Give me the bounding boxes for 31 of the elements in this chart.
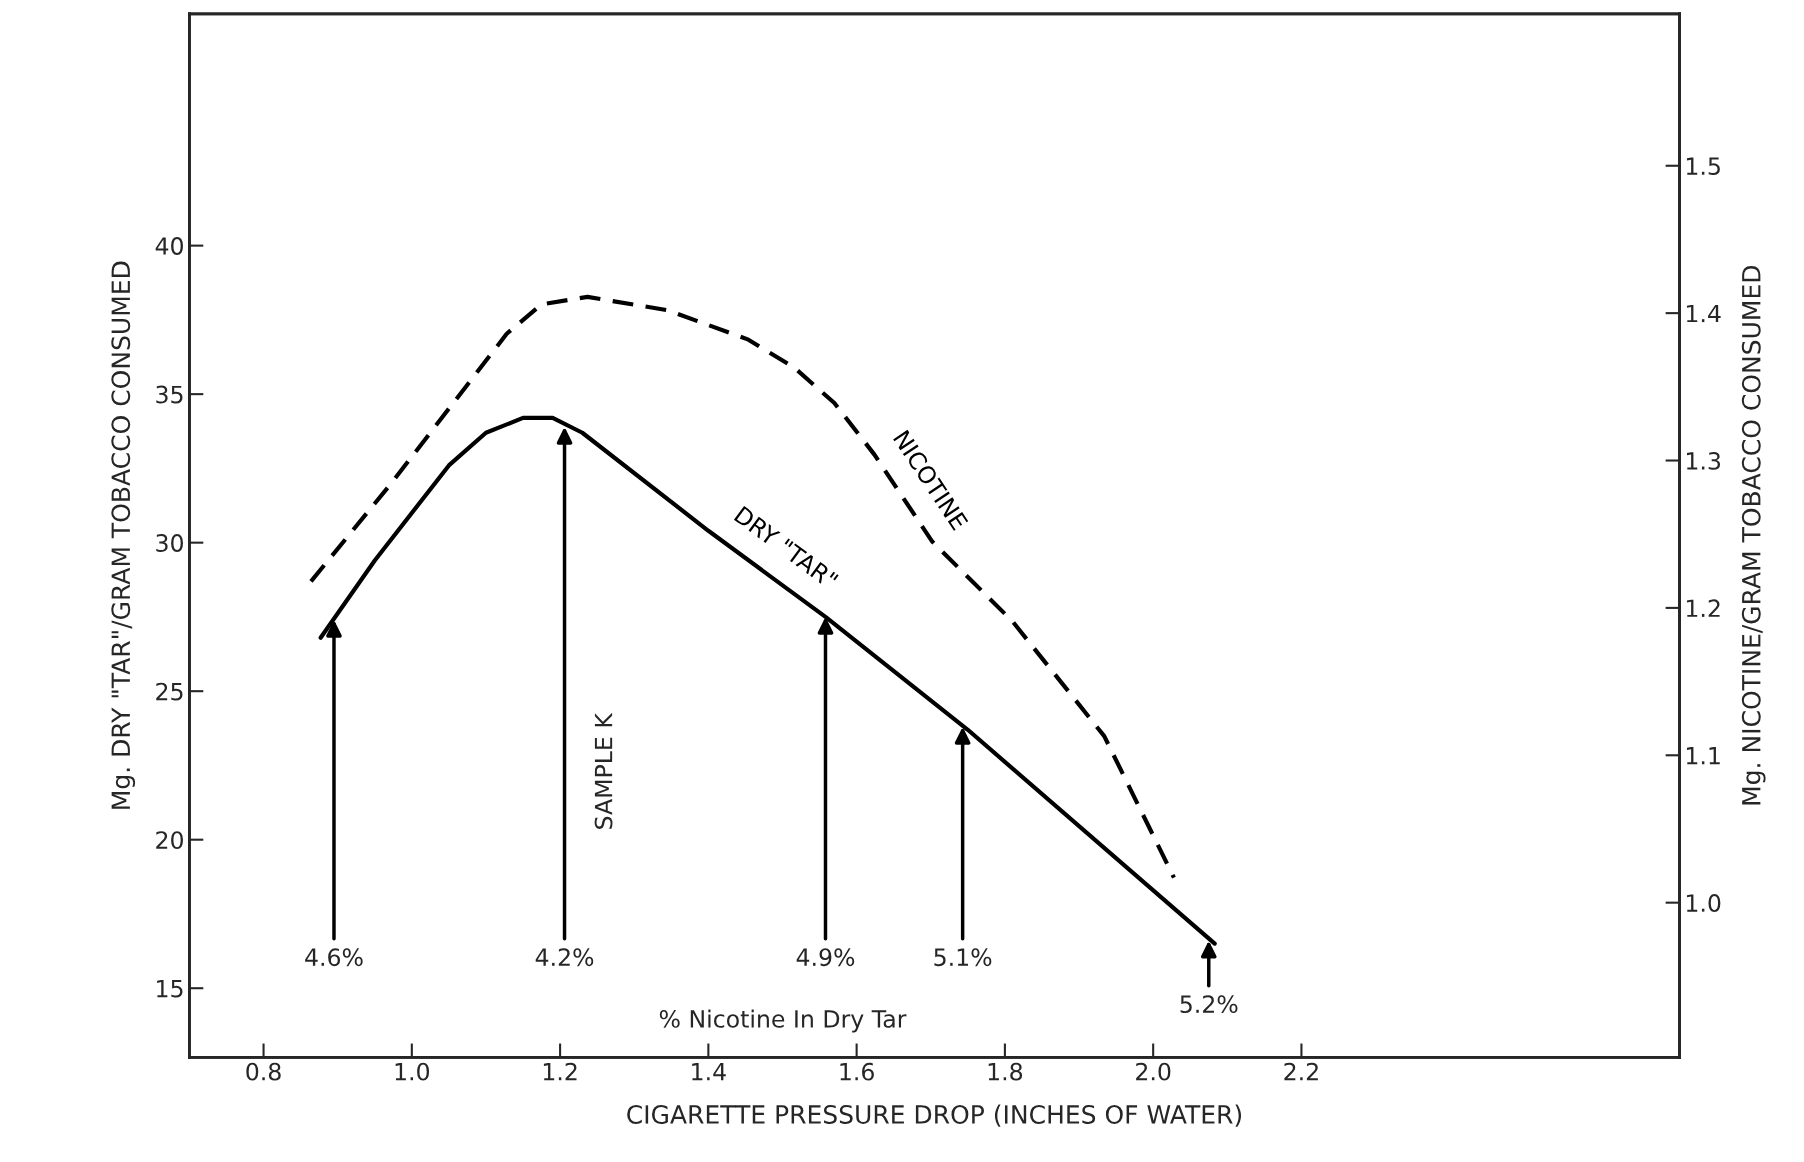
annotation: 4.6%: [305, 948, 363, 967]
y-tick-label: 40: [155, 237, 183, 255]
y-tick-label: 30: [156, 534, 183, 552]
annotation: 4.9%: [796, 948, 855, 967]
y2-tick-label: 1.0: [1686, 894, 1721, 912]
y-tick-label: 25: [156, 682, 183, 701]
y2-tick-label: 1.1: [1686, 747, 1720, 765]
x-tick-label: 2.0: [1136, 1062, 1171, 1081]
annotation: % Nicotine In Dry Tar: [659, 1009, 907, 1033]
annotation: SAMPLE K: [594, 712, 613, 829]
line-series: [308, 294, 1177, 880]
x-tick-label: 1.8: [988, 1062, 1023, 1081]
x-axis-title: CIGARETTE PRESSURE DROP (INCHES OF WATER): [627, 1104, 1242, 1127]
annotation: 5.1%: [934, 948, 992, 967]
x-tick-label: 1.0: [395, 1062, 430, 1081]
y-axis-title: Mg. DRY "TAR"/GRAM TOBACCO CONSUMED: [111, 261, 136, 809]
annotation: 5.2%: [1180, 995, 1238, 1014]
y2-tick-label: 1.4: [1686, 304, 1721, 323]
annotation: 4.2%: [535, 948, 594, 967]
x-tick-label: 0.8: [246, 1062, 281, 1081]
x-tick-label: 1.2: [543, 1062, 577, 1081]
y2-axis-title: Mg. NICOTINE/GRAM TOBACCO CONSUMED: [1741, 265, 1766, 805]
y2-tick-label: 1.3: [1686, 451, 1721, 470]
x-tick-label: 2.2: [1284, 1062, 1318, 1081]
y-tick-label: 15: [157, 979, 183, 998]
y2-tick-label: 1.2: [1686, 599, 1720, 617]
x-tick-label: 1.4: [692, 1063, 726, 1081]
x-tick-label: 1.6: [840, 1062, 874, 1081]
y2-tick-label: 1.5: [1686, 157, 1720, 176]
y-tick-label: 35: [156, 385, 183, 404]
y-tick-label: 20: [156, 831, 183, 849]
